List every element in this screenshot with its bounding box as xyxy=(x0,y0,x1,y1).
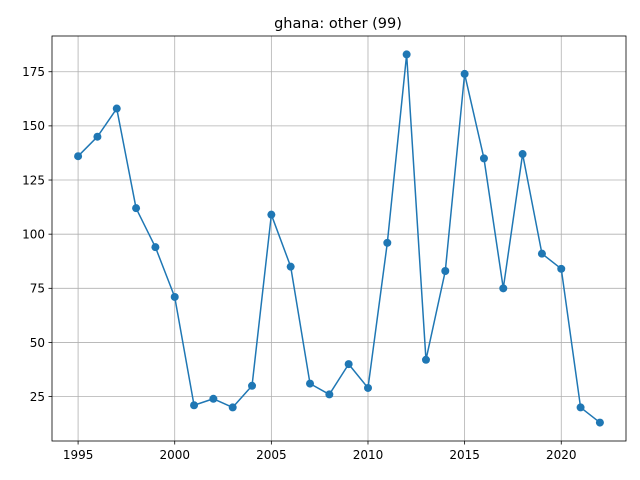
y-tick-label: 50 xyxy=(30,336,45,350)
series-line xyxy=(77,53,601,424)
data-point xyxy=(228,403,237,412)
y-tick-label: 75 xyxy=(30,282,45,296)
data-point xyxy=(576,403,585,412)
y-tick-label: 175 xyxy=(22,65,45,79)
x-tick-label: 2020 xyxy=(546,448,577,462)
series-line-group xyxy=(74,50,604,427)
data-point xyxy=(74,152,83,161)
x-tick-label: 2000 xyxy=(159,448,190,462)
data-point xyxy=(209,394,218,403)
y-tick-label: 25 xyxy=(30,390,45,404)
grid xyxy=(52,36,626,441)
data-point xyxy=(383,238,392,247)
y-tick-label: 125 xyxy=(22,173,45,187)
data-point xyxy=(460,69,469,78)
data-point xyxy=(537,249,546,258)
data-point xyxy=(286,262,295,271)
axes: 1995 2000 2005 2010 2015 2020 25 50 75 100 125 150 1… xyxy=(22,35,627,462)
x-tick-label: 2015 xyxy=(449,448,480,462)
y-tick-label: 100 xyxy=(22,227,45,241)
x-tick-label: 2010 xyxy=(353,448,384,462)
data-point xyxy=(344,360,353,369)
y-tick-label: 150 xyxy=(22,119,45,133)
data-point xyxy=(441,266,450,275)
data-point xyxy=(499,284,508,293)
data-point xyxy=(132,204,141,213)
data-point xyxy=(363,383,372,392)
data-point xyxy=(479,154,488,163)
data-point xyxy=(267,210,276,219)
data-point xyxy=(112,104,121,113)
chart-title: ghana: other (99) xyxy=(274,16,402,32)
data-point xyxy=(306,379,315,388)
x-tick-label: 2005 xyxy=(256,448,287,462)
data-point xyxy=(151,243,160,252)
plot-frame xyxy=(51,35,627,442)
data-point xyxy=(402,50,411,59)
data-point xyxy=(557,264,566,273)
data-point xyxy=(421,355,430,364)
data-point xyxy=(518,150,527,159)
data-point xyxy=(325,390,334,399)
data-point xyxy=(248,381,257,390)
data-point xyxy=(595,418,604,427)
data-point xyxy=(170,292,179,301)
x-tick-label: 1995 xyxy=(63,448,94,462)
data-point xyxy=(190,401,199,410)
data-point xyxy=(93,132,102,141)
